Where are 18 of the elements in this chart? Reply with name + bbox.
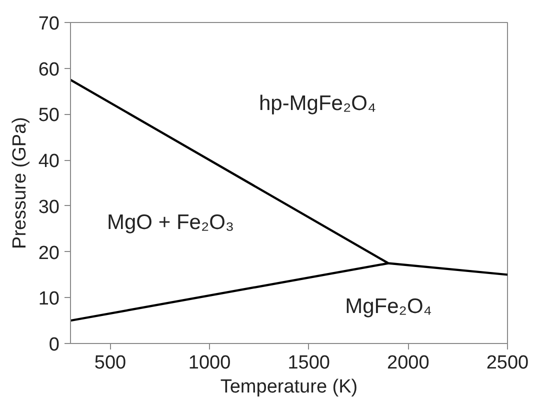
- y-tick-label: 70: [38, 14, 60, 34]
- x-tick-label: 1500: [288, 352, 330, 374]
- annotation: hp-MgFe₂O₄: [258, 92, 376, 115]
- x-tick-label: 2000: [387, 352, 430, 374]
- x-tick-label: 2500: [486, 352, 529, 374]
- y-tick-label: 40: [38, 151, 60, 172]
- y-axis-title: Pressure (GPa): [9, 117, 30, 249]
- annotation: MgO + Fe₂O₃: [107, 211, 234, 234]
- y-tick-label: 50: [38, 105, 60, 126]
- y-tick-label: 20: [38, 242, 60, 264]
- y-tick-label: 0: [48, 334, 60, 356]
- x-axis-title: Temperature (K): [220, 376, 358, 398]
- annotation: MgFe₂O₄: [345, 295, 432, 318]
- y-tick-label: 60: [38, 59, 60, 80]
- y-tick-label: 30: [38, 196, 60, 218]
- y-tick-label: 10: [38, 288, 60, 310]
- x-tick-label: 1000: [188, 352, 231, 374]
- x-tick-label: 500: [94, 352, 126, 374]
